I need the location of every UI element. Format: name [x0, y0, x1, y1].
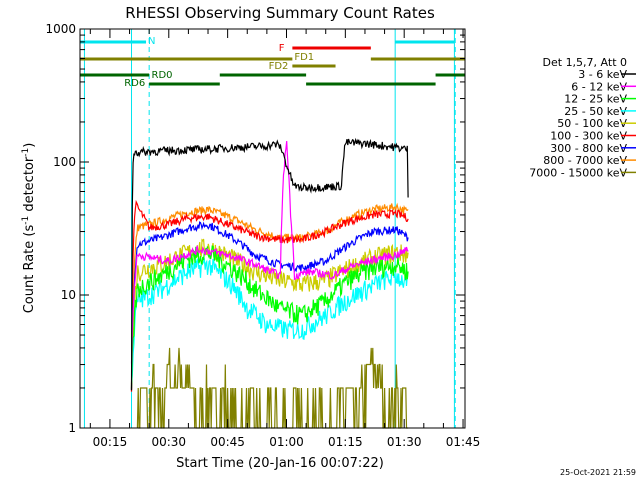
series-line-6: [130, 221, 409, 390]
series-line-7: [130, 202, 409, 391]
series-line-0: [130, 137, 409, 391]
series-line-8: [136, 347, 409, 429]
state-label-fd2: FD2: [269, 61, 289, 72]
state-label-rd6: RD6: [124, 78, 145, 89]
x-tick-label: 00:45: [210, 435, 245, 449]
state-label-fd1: FD1: [294, 52, 314, 63]
legend-entry-2: 12 - 25 keV: [564, 93, 627, 106]
x-tick-label: 00:15: [93, 435, 128, 449]
legend-entry-3: 25 - 50 keV: [564, 105, 627, 118]
legend-entry-6: 300 - 800 keV: [550, 142, 627, 155]
legend-entry-1: 6 - 12 keV: [571, 80, 627, 93]
y-axis-label-sup1: -1: [21, 216, 31, 225]
y-tick-label: 10: [61, 288, 76, 302]
legend-title: Det 1,5,7, Att 0: [543, 56, 627, 69]
plot-layer: N F FD1 FD2 RD0 RD6: [80, 29, 465, 429]
x-tick-label: 01:15: [328, 435, 363, 449]
chart-title: RHESSI Observing Summary Count Rates: [125, 4, 435, 22]
x-tick-label: 01:30: [387, 435, 422, 449]
state-label-f: F: [279, 43, 285, 54]
x-tick-label: 01:45: [446, 435, 481, 449]
y-axis-label-sup2: -1: [21, 148, 31, 157]
y-tick-label: 100: [53, 155, 76, 169]
y-axis-label-mid: detector: [22, 156, 37, 216]
y-axis-label: Count Rate (s-1 detector-1): [21, 143, 37, 314]
state-label-rd0: RD0: [152, 70, 173, 81]
x-tick-label: 01:00: [269, 435, 304, 449]
state-label-n: N: [148, 36, 155, 47]
legend-entry-4: 50 - 100 keV: [557, 117, 627, 130]
legend-entry-8: 7000 - 15000 keV: [529, 166, 627, 179]
y-tick-label: 1000: [45, 22, 76, 36]
legend-entry-5: 100 - 300 keV: [550, 130, 627, 143]
y-axis-label-end: ): [22, 143, 37, 148]
x-axis-label: Start Time (20-Jan-16 00:07:22): [176, 456, 384, 471]
y-tick-label: 1: [68, 421, 76, 435]
legend-entry-7: 800 - 7000 keV: [543, 154, 627, 167]
y-axis-label-main: Count Rate (s: [22, 225, 37, 314]
legend-entry-0: 3 - 6 keV: [578, 68, 627, 81]
series-line-3: [130, 257, 409, 384]
plot-frame: [79, 28, 466, 429]
legend: Det 1,5,7, Att 0 7000 - 15000 keV 800 - …: [529, 56, 636, 179]
timestamp: 25-Oct-2021 21:59: [560, 468, 636, 477]
series-line-5: [130, 199, 409, 392]
x-tick-label: 00:30: [151, 435, 186, 449]
series-line-1: [130, 140, 409, 364]
series-line-2: [130, 245, 409, 389]
